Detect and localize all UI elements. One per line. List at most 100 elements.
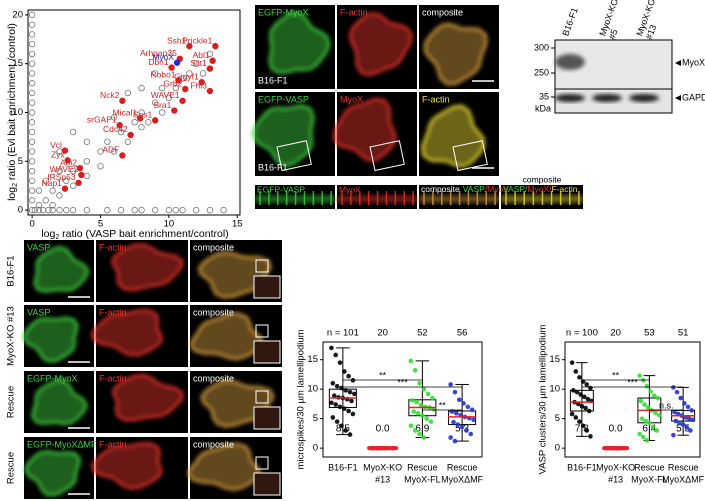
- channel-label: composite: [422, 7, 463, 17]
- point: [193, 206, 200, 214]
- significance-label: ***: [627, 377, 638, 387]
- point: [49, 187, 56, 194]
- group-label: Rescue: [634, 462, 665, 472]
- data-point: [651, 393, 657, 398]
- point: [151, 99, 159, 106]
- data-point: [333, 402, 338, 407]
- cell-body: [268, 11, 331, 75]
- lane-label: MyoX-KO#13: [635, 0, 667, 41]
- data-point: [588, 385, 593, 391]
- data-point: [678, 395, 683, 401]
- data-point: [682, 401, 687, 406]
- data-point: [343, 428, 349, 433]
- data-point: [584, 428, 590, 433]
- data-point: [424, 416, 429, 421]
- y-title-part: log: [6, 187, 18, 201]
- plot-frame: [322, 341, 483, 458]
- point-label: WAVE2: [50, 164, 79, 174]
- group-label: MyoXΔMF: [441, 474, 484, 484]
- point: [28, 197, 36, 204]
- channel-label: F-actin: [340, 7, 368, 17]
- point: [69, 128, 77, 136]
- x-tick-label: 0: [29, 219, 34, 230]
- strip-label-part: VASP: [463, 184, 485, 194]
- data-point: [343, 388, 349, 393]
- x-tick-label: 15: [232, 219, 243, 230]
- channel-label: composite: [193, 439, 234, 449]
- y-tick-label: 15: [12, 58, 23, 69]
- data-point: [684, 425, 690, 430]
- inset: [253, 406, 281, 430]
- point: [138, 206, 145, 214]
- y-tick-label: 5: [313, 413, 318, 424]
- point-label: Sos1: [133, 110, 153, 120]
- point-label: Prickle1: [182, 35, 213, 45]
- lamellipodium-edge: [501, 195, 583, 203]
- cell-body: [91, 309, 164, 357]
- data-point: [452, 438, 458, 444]
- point: [56, 206, 63, 214]
- data-point: [421, 386, 427, 392]
- highlighted-point: [61, 185, 69, 192]
- point: [35, 202, 43, 209]
- point: [138, 109, 145, 116]
- median-label: 0.0: [376, 424, 390, 435]
- highlighted-point: [78, 171, 85, 179]
- point: [28, 167, 36, 175]
- data-point: [448, 435, 453, 440]
- point: [165, 94, 173, 102]
- point: [117, 128, 125, 136]
- point: [151, 206, 159, 214]
- point: [63, 177, 70, 185]
- data-point: [346, 373, 351, 379]
- group-label: B16-F1: [567, 462, 597, 472]
- point: [206, 50, 214, 58]
- data-point: [653, 410, 658, 416]
- data-point: [337, 360, 343, 365]
- data-point: [352, 391, 357, 397]
- data-point: [579, 403, 585, 409]
- highlighted-point: [61, 147, 69, 154]
- point: [28, 138, 36, 145]
- highlighted-point: [206, 65, 214, 72]
- highlighted-point: [175, 77, 182, 84]
- point: [28, 80, 36, 87]
- data-point: [690, 417, 696, 423]
- group-label: MyoX-FL: [631, 474, 668, 484]
- highlighted-point: [168, 64, 175, 71]
- data-point: [342, 406, 347, 411]
- point: [28, 119, 36, 126]
- highlighted-point: [182, 85, 189, 93]
- point: [158, 109, 166, 116]
- point: [31, 206, 39, 214]
- data-point: [648, 389, 653, 394]
- data-point: [347, 432, 353, 437]
- point-label: Mical1: [113, 108, 138, 118]
- data-point: [686, 416, 692, 421]
- data-point: [454, 411, 459, 416]
- significance-label: n.s.: [659, 400, 674, 410]
- y-tick-label: 10: [12, 107, 23, 118]
- cell-body: [112, 374, 184, 422]
- n-label: n = 100: [566, 328, 598, 339]
- point: [206, 206, 214, 214]
- data-point: [640, 434, 646, 440]
- cell-body: [348, 12, 413, 77]
- data-point: [585, 396, 591, 402]
- point: [28, 109, 36, 116]
- group-label: Rescue: [407, 462, 438, 472]
- channel-label: EGFP-VASP: [258, 94, 309, 104]
- cell-line-label: B16-F1: [258, 162, 288, 172]
- strip-label-part: F-actin: [552, 184, 578, 194]
- strip-label: composite VASP/MyoX: [421, 184, 509, 194]
- median-label: 0.0: [609, 424, 623, 435]
- lane-label-line: #5: [607, 28, 620, 41]
- point: [28, 50, 36, 58]
- data-point: [449, 409, 455, 414]
- data-point: [330, 415, 336, 420]
- point-label: Cdc42: [103, 124, 128, 134]
- point: [104, 206, 111, 214]
- point: [28, 177, 36, 185]
- highlighted-point: [64, 157, 71, 164]
- data-point: [461, 401, 466, 406]
